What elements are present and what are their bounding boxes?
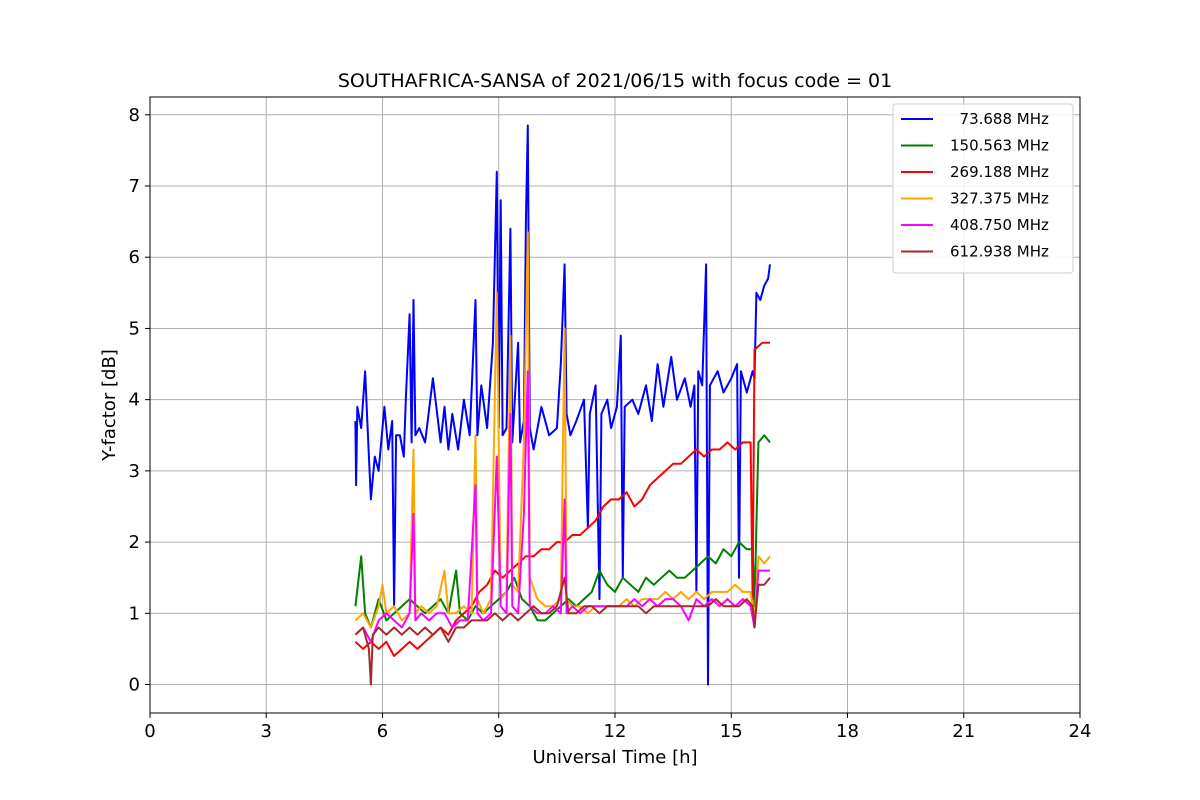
legend: 73.688 MHz 150.563 MHz 269.188 MHz 327.375 … — [892, 103, 1074, 274]
legend-entry: 269.188 MHz — [950, 163, 1049, 181]
y-tick-label: 4 — [129, 390, 140, 411]
series-line — [354, 576, 771, 686]
series-line — [354, 370, 770, 643]
chart-title: SOUTHAFRICA-SANSA of 2021/06/15 with foc… — [338, 70, 892, 92]
y-tick-label: 6 — [129, 247, 140, 268]
series-line — [354, 434, 771, 629]
legend-box — [892, 103, 1074, 274]
y-tick-label: 7 — [129, 176, 140, 197]
x-tick-label: 3 — [261, 721, 272, 742]
legend-entry: 150.563 MHz — [950, 137, 1049, 155]
x-tick-label: 24 — [1069, 721, 1092, 742]
x-tick-label: 15 — [720, 721, 743, 742]
legend-entry: 612.938 MHz — [950, 243, 1049, 261]
series-line — [354, 341, 770, 657]
x-tick-label: 6 — [377, 721, 388, 742]
y-tick-label: 0 — [129, 675, 140, 696]
legend-entry: 408.750 MHz — [950, 216, 1049, 234]
y-tick-label: 3 — [129, 461, 140, 482]
y-tick-label: 1 — [129, 603, 140, 624]
legend-entry: 73.688 MHz — [950, 110, 1049, 128]
legend-entry: 327.375 MHz — [950, 190, 1049, 208]
plot-series — [354, 124, 771, 686]
x-tick-label: 0 — [144, 721, 155, 742]
y-tick-label: 2 — [129, 532, 140, 553]
x-tick-label: 12 — [604, 721, 627, 742]
series-line — [354, 124, 771, 686]
series-line — [354, 231, 771, 629]
x-axis-label: Universal Time [h] — [532, 747, 697, 768]
x-tick-label: 18 — [836, 721, 859, 742]
y-tick-label: 8 — [129, 105, 140, 126]
x-tick-label: 9 — [493, 721, 504, 742]
y-axis-label: Y-factor [dB] — [99, 349, 120, 462]
x-tick-label: 21 — [952, 721, 975, 742]
y-tick-label: 5 — [129, 318, 140, 339]
